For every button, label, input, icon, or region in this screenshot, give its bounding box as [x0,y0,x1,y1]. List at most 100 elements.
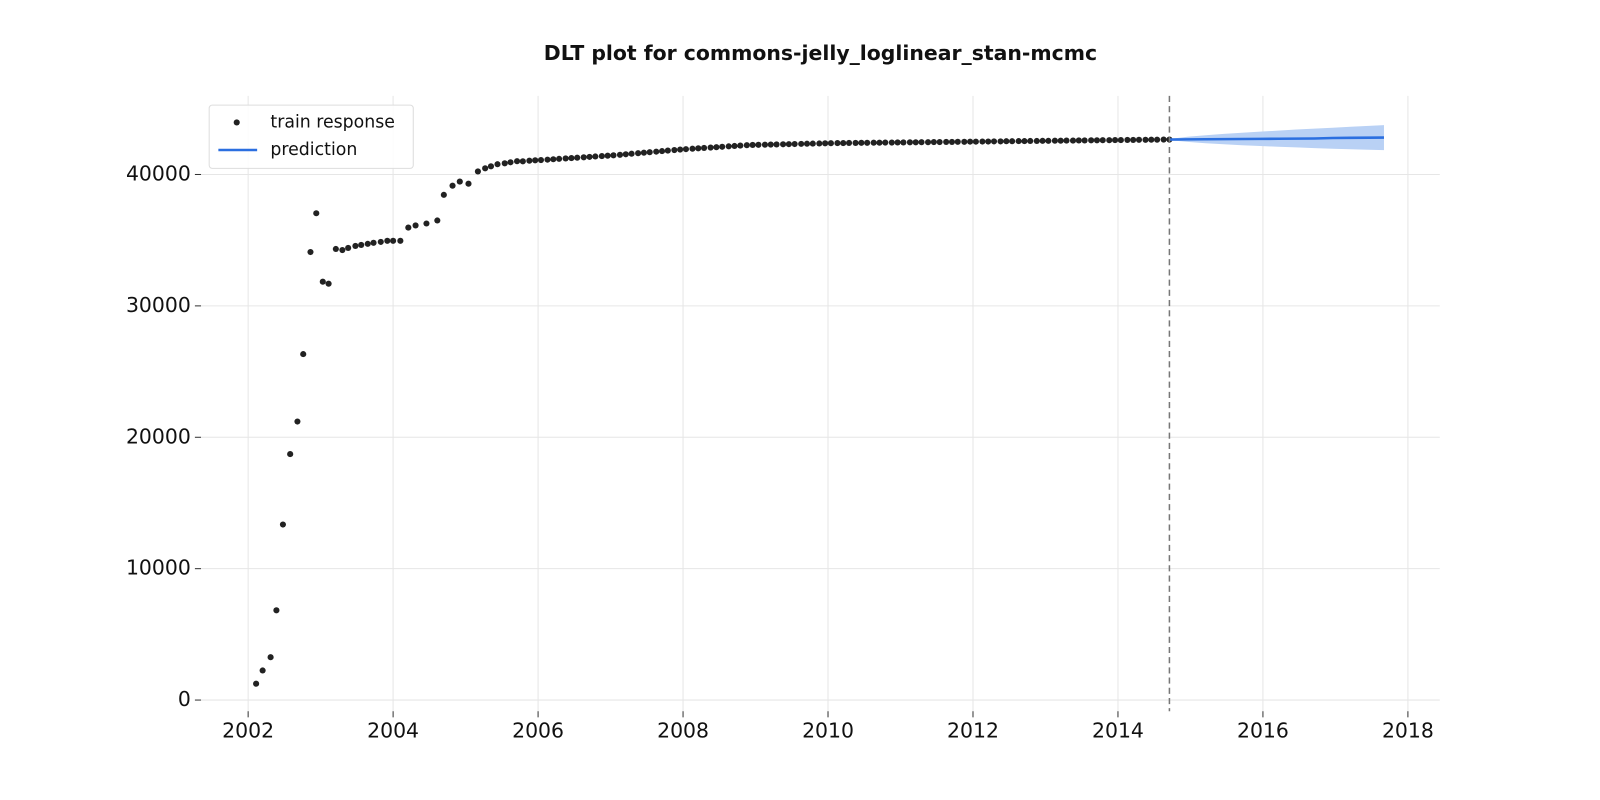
train-point [253,680,260,687]
train-point [737,142,744,149]
x-tick-label: 2006 [512,719,564,743]
train-point [719,143,726,150]
train-point [864,139,871,146]
train-point [930,138,937,146]
train-point [713,144,720,151]
train-point [267,654,274,661]
train-point [513,158,521,165]
legend-box [208,104,414,169]
train-point [598,153,605,160]
train-point [773,141,780,148]
x-tick-label: 2018 [1382,719,1434,743]
train-point [1106,137,1113,144]
train-point [526,157,533,164]
train-point [434,217,441,224]
train-point [1160,136,1167,143]
train-point [610,152,617,159]
train-point [465,180,472,187]
train-point [273,607,280,614]
train-point [640,149,647,156]
train-point [664,147,671,154]
train-point [780,141,787,148]
x-tick-label: 2014 [1092,719,1144,743]
train-point [628,150,635,157]
train-point [1003,138,1010,145]
train-point [707,144,714,151]
train-point [482,165,489,172]
train-point [1027,137,1034,145]
train-point [550,156,557,163]
legend-label: train response [270,112,395,132]
train-point [979,138,986,145]
train-point [961,138,968,145]
train-point [1148,136,1155,143]
x-tick-label: 2010 [802,719,854,743]
legend-label: prediction [270,140,357,160]
train-point [1045,137,1052,144]
train-point [449,182,456,189]
legend-marker [233,119,240,126]
train-point [1057,137,1064,144]
train-point [574,154,581,161]
train-point [918,139,925,146]
train-point [532,157,539,164]
x-tick-label: 2002 [222,719,274,743]
train-point [755,141,762,148]
train-point [761,141,769,148]
train-point [440,191,447,198]
train-point [924,139,932,146]
train-point [1039,137,1046,144]
train-point [519,158,526,165]
train-point [1081,137,1088,144]
train-point [300,351,307,358]
train-point [370,239,377,246]
train-point [556,155,563,162]
train-point [997,138,1004,145]
x-tick-label: 2016 [1237,719,1289,743]
train-point [677,146,684,153]
train-point [279,521,286,528]
train-point [332,245,339,253]
train-point [972,138,979,145]
train-point [1069,137,1077,144]
train-point [967,138,974,145]
train-point [604,152,611,159]
train-point [646,149,653,156]
train-point [287,451,294,458]
train-point [852,139,859,147]
train-point [725,143,732,150]
train-point [1088,137,1095,144]
train-point [586,153,593,160]
train-point [397,237,404,244]
train-point [1063,137,1070,144]
y-tick-label: 10000 [126,556,191,580]
train-point [412,222,419,229]
train-point [870,139,877,146]
train-point [840,140,847,147]
train-point [785,141,792,148]
train-point [1075,137,1082,144]
train-point [1135,136,1143,143]
y-tick-label: 40000 [126,161,191,185]
train-point [731,142,738,150]
x-tick-label: 2004 [367,719,419,743]
train-point [834,140,841,147]
train-point [809,140,816,147]
train-point [1142,136,1149,143]
train-point [259,667,266,674]
train-point [695,145,702,152]
train-point [1021,138,1028,145]
train-point [294,418,301,425]
train-point [1033,137,1040,145]
train-point [791,140,798,148]
train-point [894,139,901,146]
x-tick-label: 2012 [947,719,999,743]
train-point [307,248,314,256]
train-point [1112,137,1119,144]
train-point [568,155,575,162]
train-point [456,178,463,185]
train-point [845,139,853,147]
train-point [1051,137,1058,144]
train-point [682,146,690,153]
